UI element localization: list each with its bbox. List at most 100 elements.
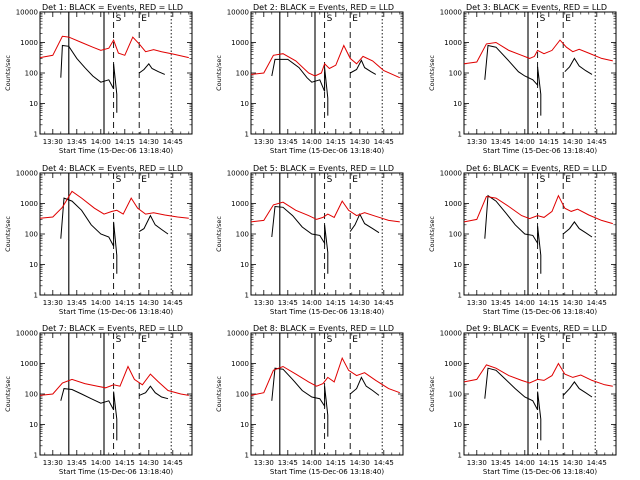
x-axis-label: Start Time (15-Dec-06 13:18:40)	[270, 147, 384, 155]
y-tick-label: 10000	[16, 9, 38, 17]
x-tick-label: 14:00	[91, 138, 111, 146]
start-marker-label: S	[116, 335, 122, 345]
y-axis-label: Counts/sec	[4, 376, 12, 412]
panel-title: Det 3: BLACK = Events, RED = LLD	[466, 3, 607, 12]
x-tick-label: 14:30	[350, 299, 370, 307]
y-tick-label: 100	[236, 231, 249, 239]
events-series-line	[484, 367, 542, 441]
events-series-line	[60, 44, 118, 113]
y-tick-label: 10	[453, 421, 462, 429]
x-tick-label: 14:15	[326, 138, 346, 146]
y-tick-label: 100	[449, 391, 462, 399]
events-series-line	[138, 214, 169, 235]
detector-panel: Det 8: BLACK = Events, RED = LLD Counts/s…	[215, 324, 404, 476]
y-tick-label: 1	[34, 131, 38, 139]
plot-frame	[39, 172, 193, 296]
events-series-line	[349, 376, 380, 396]
x-tick-label: 13:45	[67, 138, 87, 146]
start-marker-label: S	[540, 335, 546, 345]
y-tick-label: 10000	[440, 170, 462, 178]
x-axis-label: Start Time (15-Dec-06 13:18:40)	[270, 308, 384, 316]
start-marker-label: S	[327, 14, 333, 24]
events-series-line	[349, 59, 377, 75]
x-tick-label: 14:00	[515, 138, 535, 146]
start-marker-label: S	[116, 14, 122, 24]
events-series-line	[564, 57, 593, 75]
y-tick-label: 1	[458, 292, 462, 300]
x-tick-label: 14:45	[374, 459, 394, 467]
y-tick-label: 10000	[440, 330, 462, 338]
x-tick-label: 13:30	[43, 459, 63, 467]
start-marker-label: S	[540, 14, 546, 24]
x-tick-label: 13:30	[467, 138, 487, 146]
y-tick-label: 1	[245, 452, 249, 460]
y-tick-label: 1	[458, 131, 462, 139]
x-tick-label: 14:15	[115, 299, 135, 307]
y-tick-label: 1000	[20, 200, 38, 208]
x-tick-label: 14:15	[539, 138, 559, 146]
x-tick-label: 13:30	[254, 138, 274, 146]
y-tick-label: 10	[240, 100, 249, 108]
detector-panel: Det 2: BLACK = Events, RED = LLD Counts/s…	[215, 3, 404, 155]
y-axis-label: Counts/sec	[428, 376, 436, 412]
detector-panel: Det 3: BLACK = Events, RED = LLD Counts/s…	[428, 3, 617, 155]
x-tick-label: 14:30	[139, 299, 159, 307]
x-tick-label: 14:00	[302, 299, 322, 307]
x-tick-label: 14:15	[326, 299, 346, 307]
panel-title: Det 8: BLACK = Events, RED = LLD	[253, 324, 394, 333]
panel-title: Det 1: BLACK = Events, RED = LLD	[42, 3, 183, 12]
y-tick-label: 1000	[20, 39, 38, 47]
y-axis-label: Counts/sec	[4, 55, 12, 91]
x-tick-label: 14:30	[350, 459, 370, 467]
x-axis-label: Start Time (15-Dec-06 13:18:40)	[270, 468, 384, 476]
plot-frame	[39, 11, 193, 135]
plot-frame	[463, 11, 617, 135]
x-tick-label: 14:45	[163, 459, 183, 467]
x-tick-label: 14:45	[587, 299, 607, 307]
plot-frame	[463, 332, 617, 456]
x-tick-label: 13:30	[43, 138, 63, 146]
x-tick-label: 14:00	[515, 459, 535, 467]
x-axis-label: Start Time (15-Dec-06 13:18:40)	[59, 308, 173, 316]
x-tick-label: 14:15	[326, 459, 346, 467]
x-tick-label: 14:00	[302, 459, 322, 467]
x-tick-label: 13:30	[467, 459, 487, 467]
x-tick-label: 13:30	[254, 459, 274, 467]
y-tick-label: 10000	[227, 330, 249, 338]
y-tick-label: 100	[236, 391, 249, 399]
x-tick-label: 14:30	[350, 138, 370, 146]
y-tick-label: 10	[240, 421, 249, 429]
y-tick-label: 1	[458, 452, 462, 460]
start-marker-label: S	[116, 175, 122, 185]
x-tick-label: 14:30	[139, 459, 159, 467]
panel-title: Det 6: BLACK = Events, RED = LLD	[466, 164, 607, 173]
x-axis-label: Start Time (15-Dec-06 13:18:40)	[59, 147, 173, 155]
plot-frame	[250, 332, 404, 456]
x-axis-label: Start Time (15-Dec-06 13:18:40)	[483, 147, 597, 155]
y-axis-label: Counts/sec	[428, 216, 436, 252]
x-tick-label: 13:30	[43, 299, 63, 307]
x-tick-label: 14:45	[374, 138, 394, 146]
events-series-line	[138, 62, 165, 75]
y-axis-label: Counts/sec	[4, 216, 12, 252]
x-tick-label: 13:45	[491, 459, 511, 467]
y-tick-label: 100	[449, 70, 462, 78]
x-tick-label: 14:15	[115, 459, 135, 467]
x-tick-label: 13:45	[278, 138, 298, 146]
end-marker-label: E	[565, 175, 571, 185]
lld-series-line	[40, 365, 189, 396]
y-tick-label: 10	[453, 100, 462, 108]
end-marker-label: E	[352, 335, 358, 345]
x-tick-label: 13:45	[67, 459, 87, 467]
y-tick-label: 100	[25, 70, 38, 78]
lld-series-line	[251, 356, 400, 396]
plot-frame	[250, 11, 404, 135]
x-tick-label: 14:00	[515, 299, 535, 307]
detector-panel: Det 1: BLACK = Events, RED = LLD Counts/s…	[4, 3, 193, 155]
y-tick-label: 10	[29, 100, 38, 108]
events-series-line	[139, 385, 169, 400]
y-tick-label: 10	[453, 261, 462, 269]
y-tick-label: 100	[449, 231, 462, 239]
y-axis-label: Counts/sec	[215, 55, 223, 91]
